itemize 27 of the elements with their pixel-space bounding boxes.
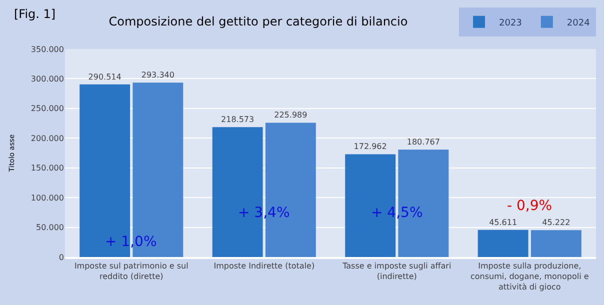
data-label: 293.340 [141, 70, 174, 80]
y-tick-label: 150.000 [30, 164, 64, 173]
x-tick-label: Imposte sul patrimonio e sul reddito (dirette) [74, 262, 188, 281]
data-label: 225.989 [274, 110, 308, 120]
text: [Fig. 1] [14, 7, 56, 21]
y-tick-label: 300.000 [30, 74, 64, 84]
y-tick-label: 250.000 [30, 104, 64, 114]
legend-label: 2024 [566, 18, 590, 28]
data-label: 45.611 [489, 218, 518, 227]
legend-label: 2023 [499, 18, 522, 28]
chart-title: Composizione del gettito per categorie di bilancio [108, 14, 408, 29]
x-tick-label: Imposte sulla produzione, consumi, dogane, monopoli e attività di gioco [470, 262, 589, 292]
bar [478, 230, 528, 257]
annotation: - 0,9% [507, 198, 552, 214]
y-tick-label: 350.000 [30, 44, 64, 54]
data-label: 180.767 [406, 138, 440, 147]
data-label: 45.222 [542, 218, 570, 228]
y-tick-label: 200.000 [30, 134, 64, 143]
data-label: 172.962 [354, 142, 387, 152]
data-label: 290.514 [88, 72, 122, 82]
y-tick-label: 50.000 [36, 223, 64, 232]
y-tick-label: 100.000 [30, 193, 64, 202]
x-tick-label: Tasse e imposte sugli affari (indirette) [342, 262, 452, 281]
x-tick-label: Imposte Indirette (totale) [214, 262, 315, 271]
y-tick-label: 0 [58, 252, 64, 262]
bar [530, 230, 582, 257]
data-label: 218.573 [221, 115, 254, 124]
